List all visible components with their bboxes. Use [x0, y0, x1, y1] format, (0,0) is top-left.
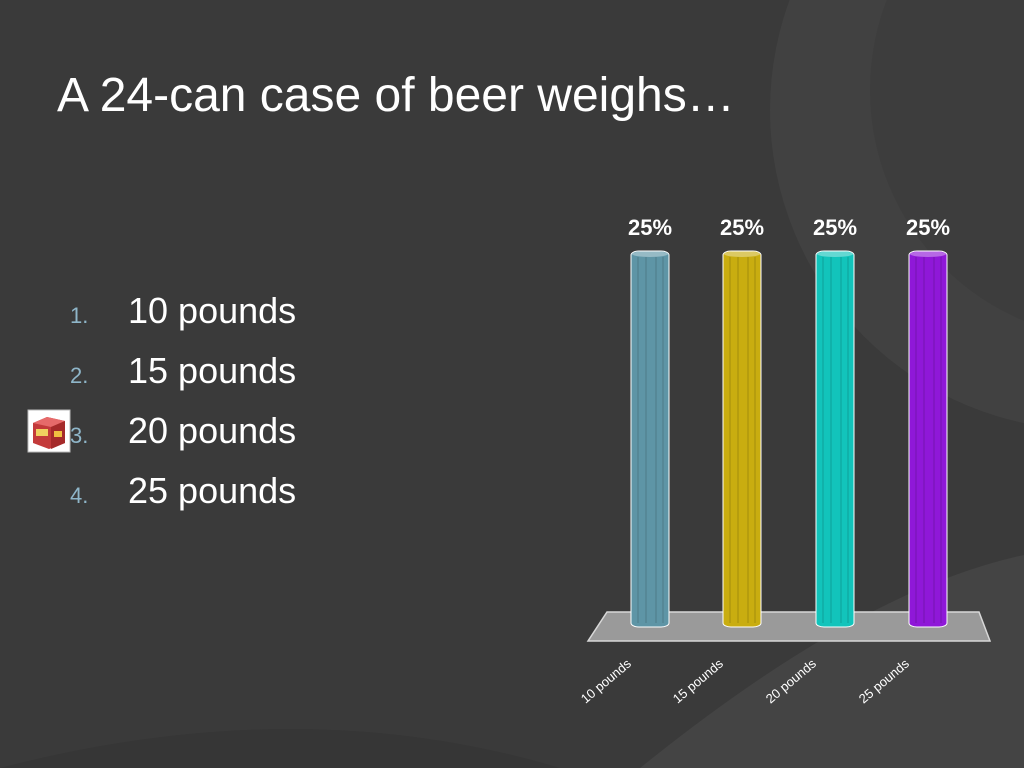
bar-data-label: 25% — [628, 215, 672, 240]
bar-body — [815, 250, 855, 628]
bar-cap — [632, 251, 668, 257]
option-label: 25 pounds — [128, 470, 297, 511]
answer-options: 1. 10 pounds 2. 15 pounds 3. 20 pounds 4… — [70, 290, 296, 530]
answer-option[interactable]: 3. 20 pounds — [70, 410, 296, 470]
bar-cap — [910, 251, 946, 257]
bar-0 — [630, 250, 670, 628]
option-label: 10 pounds — [128, 290, 297, 331]
option-label: 15 pounds — [128, 350, 297, 391]
bar-body — [908, 250, 948, 628]
bar-data-label: 25% — [813, 215, 857, 240]
option-number: 2. — [70, 363, 89, 388]
chart-floor — [586, 611, 992, 642]
bar-cap — [724, 251, 760, 257]
category-label: 15 pounds — [670, 655, 727, 706]
bar-body — [722, 250, 762, 628]
answer-option[interactable]: 4. 25 pounds — [70, 470, 296, 530]
bar-2 — [815, 250, 855, 628]
option-number: 1. — [70, 303, 89, 328]
bar-cap — [817, 251, 853, 257]
category-label: 20 pounds — [763, 655, 820, 706]
answer-option[interactable]: 1. 10 pounds — [70, 290, 296, 350]
option-label: 20 pounds — [128, 410, 297, 451]
beer-case-icon — [27, 409, 71, 453]
slide-title: A 24-can case of beer weighs… — [57, 69, 735, 122]
answer-option[interactable]: 2. 15 pounds — [70, 350, 296, 410]
response-chart: 25% 10 pounds 25% 15 pounds 25% 20 pounds 25% 2… — [578, 215, 992, 706]
bar-data-label: 25% — [720, 215, 764, 240]
bar-1 — [722, 250, 762, 628]
option-number: 4. — [70, 483, 89, 508]
bar-body — [630, 250, 670, 628]
bar-3 — [908, 250, 948, 628]
category-label: 25 pounds — [856, 655, 913, 706]
bar-data-label: 25% — [906, 215, 950, 240]
option-number: 3. — [70, 423, 89, 448]
category-label: 10 pounds — [578, 655, 635, 706]
